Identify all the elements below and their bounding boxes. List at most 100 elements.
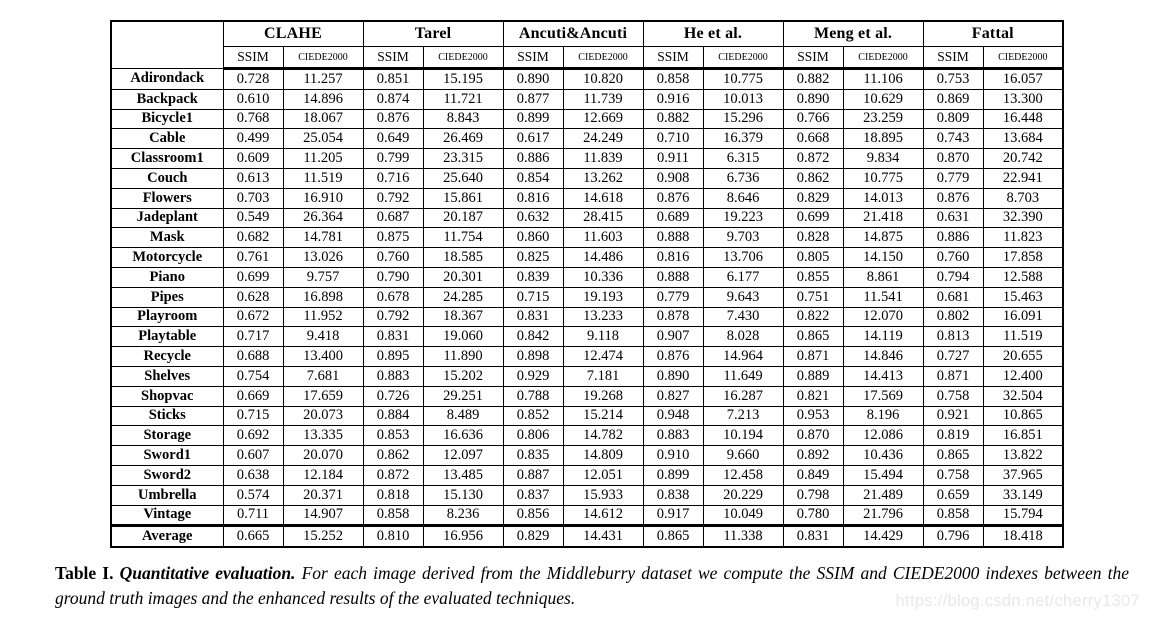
value-cell: 0.816 xyxy=(642,247,704,268)
value-cell: 0.889 xyxy=(782,365,844,387)
value-cell: 15.195 xyxy=(422,68,504,90)
table-row: Piano 0.699 9.757 0.790 20.301 0.839 10.336 0.8… xyxy=(110,266,1064,288)
method-header: Fattal xyxy=(922,20,1064,47)
value-cell: 21.796 xyxy=(842,504,924,527)
value-cell: 9.660 xyxy=(702,445,784,466)
value-cell: 0.827 xyxy=(642,385,704,407)
value-cell: 13.684 xyxy=(982,128,1064,150)
table-row: Sword1 0.607 20.070 0.862 12.097 0.835 14.809 0… xyxy=(110,445,1064,466)
value-cell: 0.672 xyxy=(222,306,284,328)
value-cell: 0.809 xyxy=(922,108,984,130)
value-cell: 20.655 xyxy=(982,346,1064,367)
value-cell: 0.805 xyxy=(782,247,844,268)
row-label: Vintage xyxy=(110,504,224,527)
value-cell: 16.287 xyxy=(702,385,784,407)
value-cell: 0.865 xyxy=(922,445,984,466)
value-cell: 0.813 xyxy=(922,326,984,348)
value-cell: 0.743 xyxy=(922,128,984,150)
value-cell: 0.870 xyxy=(782,425,844,447)
value-cell: 13.300 xyxy=(982,88,1064,110)
value-cell: 0.862 xyxy=(782,167,844,189)
value-cell: 16.898 xyxy=(282,286,364,308)
value-cell: 0.828 xyxy=(782,227,844,249)
table-row: Sticks 0.715 20.073 0.884 8.489 0.852 15.214 0.… xyxy=(110,405,1064,427)
value-cell: 12.669 xyxy=(562,108,644,130)
value-cell: 19.268 xyxy=(562,385,644,407)
value-cell: 0.758 xyxy=(922,464,984,486)
row-label: Classroom1 xyxy=(110,148,224,169)
value-cell: 0.892 xyxy=(782,445,844,466)
value-cell: 0.884 xyxy=(362,405,424,427)
value-cell: 16.851 xyxy=(982,425,1064,447)
value-cell: 11.541 xyxy=(842,286,924,308)
value-cell: 18.067 xyxy=(282,108,364,130)
value-cell: 0.816 xyxy=(502,187,564,209)
value-cell: 0.699 xyxy=(782,207,844,229)
value-cell: 9.418 xyxy=(282,326,364,348)
value-cell: 9.757 xyxy=(282,266,364,288)
value-cell: 0.794 xyxy=(922,266,984,288)
value-cell: 19.060 xyxy=(422,326,504,348)
value-cell: 0.829 xyxy=(782,187,844,209)
value-cell: 11.106 xyxy=(842,68,924,90)
value-cell: 0.792 xyxy=(362,306,424,328)
value-cell: 0.798 xyxy=(782,484,844,506)
value-cell: 0.819 xyxy=(922,425,984,447)
value-cell: 0.862 xyxy=(362,445,424,466)
row-label: Pipes xyxy=(110,286,224,308)
value-cell: 0.872 xyxy=(362,464,424,486)
value-cell: 11.952 xyxy=(282,306,364,328)
value-cell: 10.775 xyxy=(842,167,924,189)
table-row: Storage 0.692 13.335 0.853 16.636 0.806 14.782… xyxy=(110,425,1064,447)
value-cell: 11.754 xyxy=(422,227,504,249)
value-cell: 0.882 xyxy=(642,108,704,130)
row-label: Jadeplant xyxy=(110,207,224,229)
value-cell: 16.091 xyxy=(982,306,1064,328)
value-cell: 0.876 xyxy=(642,187,704,209)
value-cell: 24.249 xyxy=(562,128,644,150)
value-cell: 15.494 xyxy=(842,464,924,486)
value-cell: 7.213 xyxy=(702,405,784,427)
value-cell: 11.205 xyxy=(282,148,364,169)
value-cell: 0.632 xyxy=(502,207,564,229)
metric-header: SSIM xyxy=(502,46,564,70)
value-cell: 15.252 xyxy=(282,524,364,548)
table-row: Sword2 0.638 12.184 0.872 13.485 0.887 12.051 0… xyxy=(110,464,1064,486)
value-cell: 0.760 xyxy=(362,247,424,268)
value-cell: 18.418 xyxy=(982,524,1064,548)
value-cell: 0.617 xyxy=(502,128,564,150)
value-cell: 0.831 xyxy=(502,306,564,328)
corner-cell xyxy=(110,20,224,69)
value-cell: 0.821 xyxy=(782,385,844,407)
value-cell: 14.618 xyxy=(562,187,644,209)
value-cell: 0.875 xyxy=(362,227,424,249)
value-cell: 7.430 xyxy=(702,306,784,328)
metric-header: SSIM xyxy=(782,46,844,70)
value-cell: 0.886 xyxy=(502,148,564,169)
table-row: Pipes 0.628 16.898 0.678 24.285 0.715 19.193 0.… xyxy=(110,286,1064,308)
value-cell: 16.636 xyxy=(422,425,504,447)
value-cell: 0.796 xyxy=(922,524,984,548)
table-row: Jadeplant 0.549 26.364 0.687 20.187 0.632 28.4… xyxy=(110,207,1064,229)
value-cell: 14.964 xyxy=(702,346,784,367)
value-cell: 0.853 xyxy=(362,425,424,447)
value-cell: 0.839 xyxy=(502,266,564,288)
value-cell: 13.262 xyxy=(562,167,644,189)
value-cell: 0.810 xyxy=(362,524,424,548)
value-cell: 0.916 xyxy=(642,88,704,110)
value-cell: 0.669 xyxy=(222,385,284,407)
table-row: Flowers 0.703 16.910 0.792 15.861 0.816 14.618… xyxy=(110,187,1064,209)
value-cell: 0.668 xyxy=(782,128,844,150)
value-cell: 9.643 xyxy=(702,286,784,308)
value-cell: 10.436 xyxy=(842,445,924,466)
value-cell: 0.948 xyxy=(642,405,704,427)
value-cell: 20.301 xyxy=(422,266,504,288)
value-cell: 0.860 xyxy=(502,227,564,249)
value-cell: 23.315 xyxy=(422,148,504,169)
value-cell: 12.184 xyxy=(282,464,364,486)
value-cell: 10.820 xyxy=(562,68,644,90)
value-cell: 0.899 xyxy=(502,108,564,130)
value-cell: 0.878 xyxy=(642,306,704,328)
value-cell: 0.760 xyxy=(922,247,984,268)
value-cell: 0.888 xyxy=(642,266,704,288)
